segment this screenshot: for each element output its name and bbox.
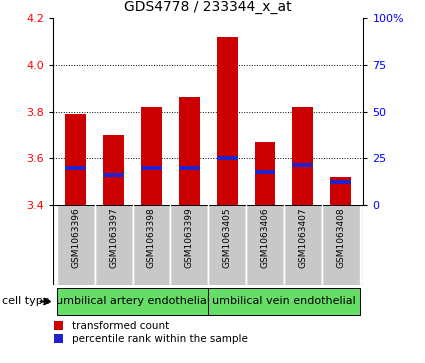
Bar [65,114,86,205]
Bar [57,287,208,315]
Bar [322,205,360,285]
Text: umbilical artery endothelial: umbilical artery endothelial [56,297,210,306]
Bar [246,205,284,285]
Bar [103,173,124,176]
Text: GSM1063398: GSM1063398 [147,207,156,268]
Bar [217,156,238,160]
Bar [255,142,275,205]
Bar [292,107,313,205]
Text: GSM1063408: GSM1063408 [336,207,345,268]
Bar [208,205,246,285]
Text: GSM1063406: GSM1063406 [261,207,269,268]
Text: GSM1063397: GSM1063397 [109,207,118,268]
Bar [208,287,360,315]
Text: umbilical vein endothelial: umbilical vein endothelial [212,297,356,306]
Text: GSM1063407: GSM1063407 [298,207,307,268]
Bar [284,205,322,285]
Bar [57,205,95,285]
Bar [179,166,200,170]
Bar [292,163,313,167]
Bar [255,170,275,174]
Bar [103,135,124,205]
Text: GSM1063405: GSM1063405 [223,207,232,268]
Bar [141,166,162,170]
Text: GSM1063399: GSM1063399 [185,207,194,268]
Bar [330,180,351,184]
Text: GSM1063396: GSM1063396 [71,207,80,268]
Legend: transformed count, percentile rank within the sample: transformed count, percentile rank withi… [54,321,248,344]
Bar [133,205,170,285]
Bar [95,205,133,285]
Text: cell type: cell type [2,297,50,306]
Title: GDS4778 / 233344_x_at: GDS4778 / 233344_x_at [125,0,292,14]
Bar [170,205,208,285]
Bar [65,166,86,170]
Bar [330,177,351,205]
Bar [141,107,162,205]
Bar [217,37,238,205]
Bar [179,98,200,205]
